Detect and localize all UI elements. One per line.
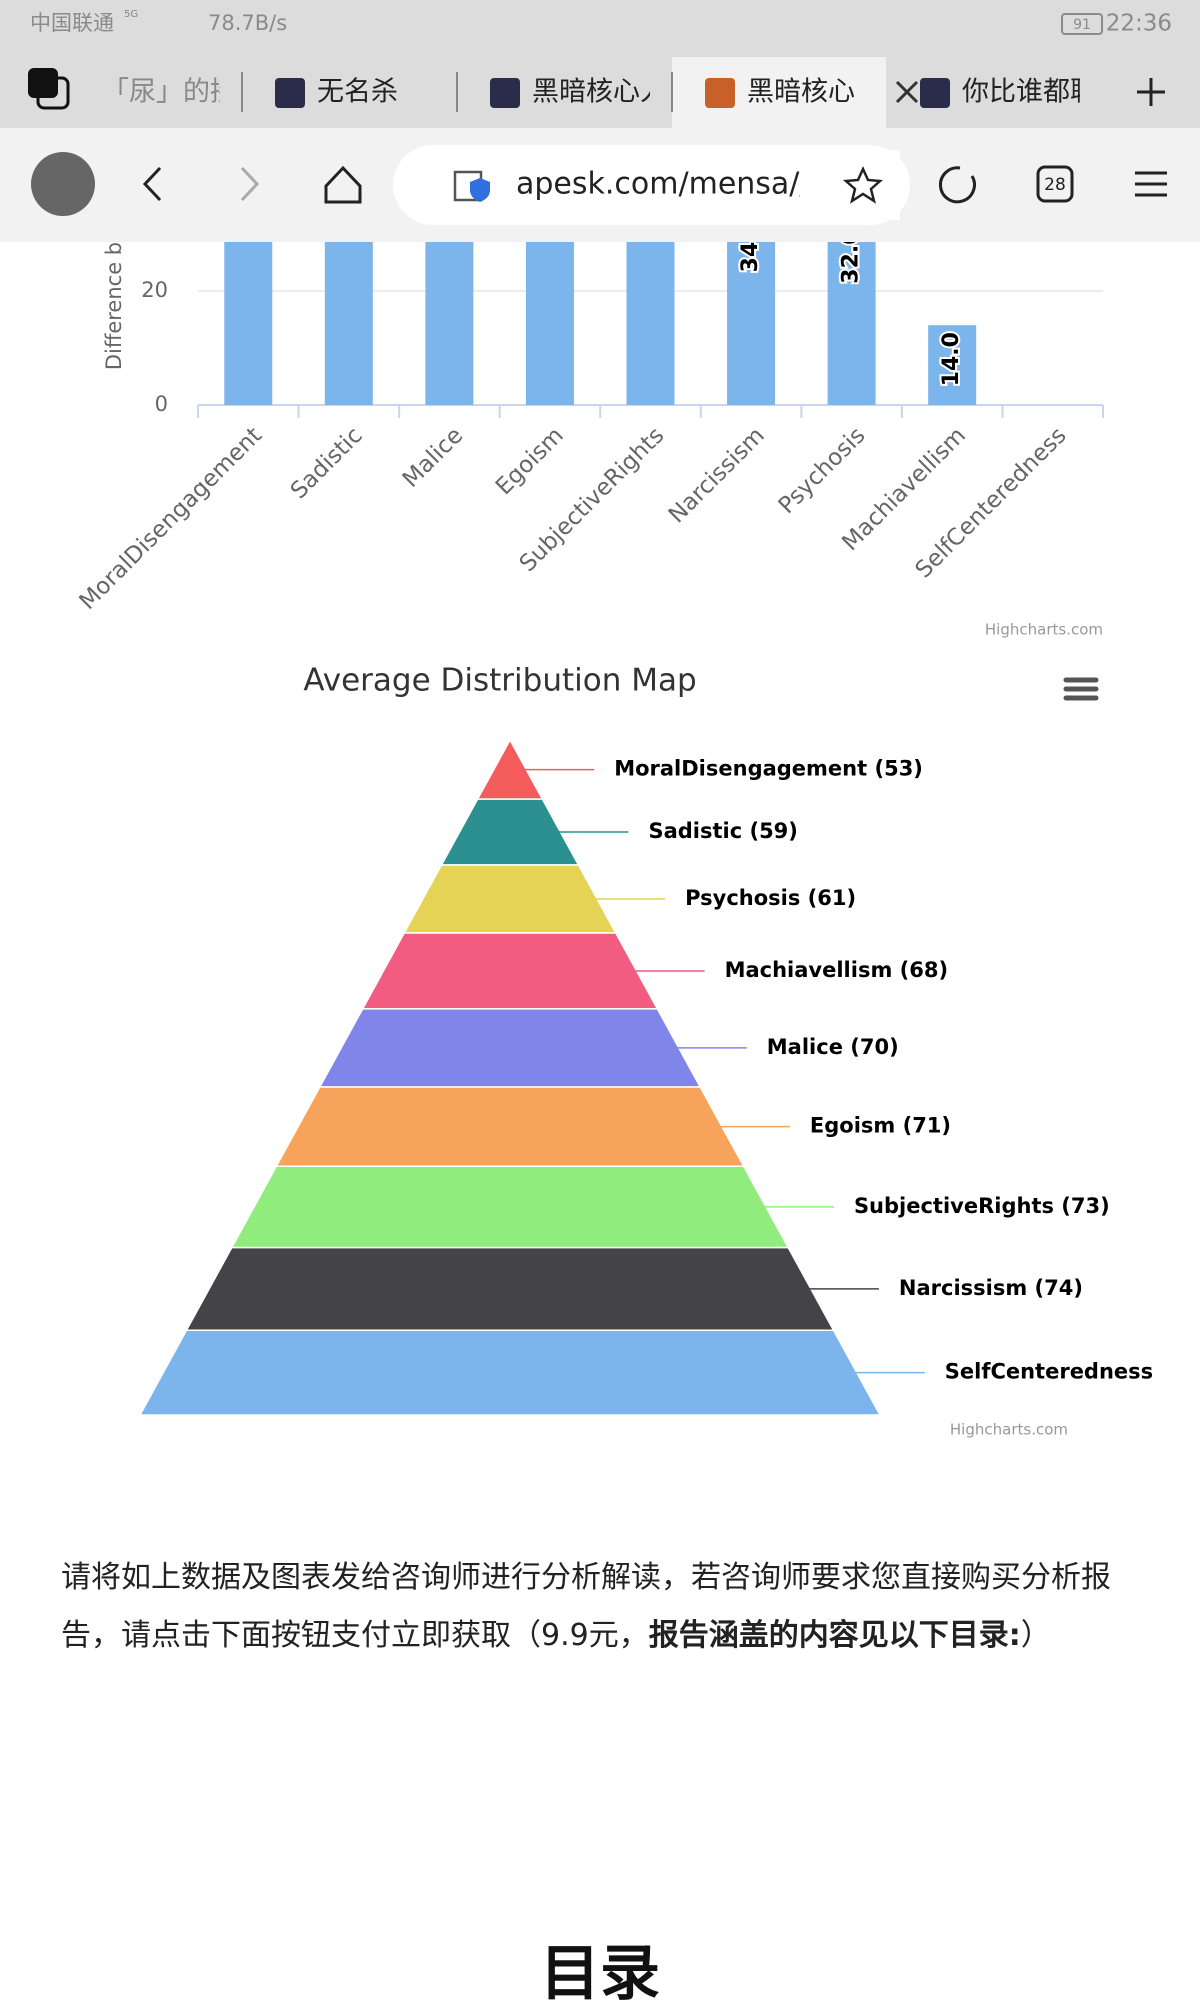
- pyramid-slice: [138, 1329, 882, 1416]
- data-label: Psychosis (61): [685, 886, 856, 910]
- battery: 91: [1073, 17, 1091, 33]
- tab[interactable]: 黑暗核心: [705, 77, 919, 109]
- credits: Highcharts.com: [985, 621, 1103, 639]
- x-tick-label: Sadistic: [286, 422, 368, 504]
- tab-count[interactable]: 28: [1044, 175, 1066, 195]
- menu-button[interactable]: [1135, 171, 1167, 197]
- tab[interactable]: 无名杀: [275, 72, 458, 112]
- pyramid-slice: [318, 1008, 702, 1088]
- tab-favicon: [275, 78, 305, 108]
- pyramid-slice: [361, 932, 659, 1010]
- bookmark[interactable]: [842, 165, 884, 204]
- reload[interactable]: [939, 166, 976, 204]
- chart-menu[interactable]: [1063, 677, 1099, 701]
- tab-favicon: [490, 78, 520, 108]
- data-label: SelfCenteredness: [945, 1360, 1153, 1384]
- data-label: MoralDisengagement (53): [614, 757, 923, 781]
- data-label: SubjectiveRights (73): [854, 1194, 1110, 1218]
- address-bar[interactable]: [393, 145, 910, 225]
- paragraph-end: ）: [1020, 1618, 1051, 1653]
- url[interactable]: apesk.com/mensa//: [516, 167, 810, 202]
- new-tab[interactable]: [1137, 78, 1165, 106]
- bar: [727, 211, 776, 405]
- tab-title[interactable]: 你比谁都聪: [962, 77, 1097, 108]
- x-tick-label: Psychosis: [774, 422, 871, 519]
- x-tick-label: Malice: [398, 422, 468, 492]
- net-speed: 78.7B/s: [208, 11, 287, 35]
- x-tick-label: Narcissism: [664, 422, 770, 528]
- pyramid-slice: [185, 1246, 835, 1331]
- back-button[interactable]: [142, 166, 162, 202]
- tab-switch-icon[interactable]: [36, 76, 70, 110]
- bar: [928, 325, 977, 405]
- paragraph: 请将如上数据及图表发给咨询师进行分析解读，若咨询师要求您直接购买分析报告，请点击…: [61, 1549, 1141, 1665]
- network: 5G: [124, 9, 138, 20]
- forward-button[interactable]: [240, 166, 260, 202]
- tab-title[interactable]: 无名杀: [317, 77, 398, 108]
- tab-title[interactable]: 「尿」的接: [102, 77, 237, 108]
- data-label: Egoism (71): [810, 1114, 951, 1138]
- x-tick-label: Egoism: [491, 422, 569, 500]
- pyramid-slice: [402, 864, 618, 934]
- paragraph-text: 请将如上数据及图表发给咨询师进行分析解读，若咨询师要求您直接购买分析报告，请点击…: [61, 1560, 1111, 1653]
- home-button[interactable]: [324, 165, 362, 204]
- carrier: 中国联通: [30, 11, 114, 35]
- value-label: 14.0: [939, 332, 964, 386]
- tab-title[interactable]: 黑暗核心人: [532, 77, 667, 108]
- clock: 22:36: [1106, 11, 1172, 37]
- tab-count-box[interactable]: [1036, 165, 1074, 203]
- browser-chrome: 中国联通 5G 78.7B/s 91 22:36 「尿」的接 无名杀 黑暗核心人 黑暗…: [0, 0, 1200, 242]
- data-label: Sadistic (59): [648, 819, 797, 843]
- bar: [827, 222, 876, 405]
- data-label: Machiavellism (68): [725, 958, 948, 982]
- tab-title[interactable]: 黑暗核心: [747, 77, 855, 108]
- credits: Highcharts.com: [950, 1421, 1068, 1439]
- y-axis-title: Difference b: [102, 242, 126, 370]
- data-label: Malice (70): [767, 1035, 899, 1059]
- pyramid-chart: Average Distribution Map MoralDisengagem…: [138, 663, 1153, 1439]
- tab-switch-icon[interactable]: [28, 68, 58, 98]
- battery-icon: [1061, 13, 1103, 35]
- tab[interactable]: 你比谁都聪: [920, 77, 1097, 109]
- tab-strip-bg: [0, 0, 1200, 128]
- tab[interactable]: 黑暗核心人: [490, 72, 673, 112]
- y-tick-label: 20: [141, 278, 168, 302]
- tab[interactable]: 「尿」的接: [102, 72, 243, 112]
- x-tick-label: MoralDisengagement: [75, 422, 268, 615]
- pyramid-slice: [275, 1086, 745, 1167]
- shield: [470, 178, 490, 202]
- paragraph-bold: 报告涵盖的内容见以下目录:: [648, 1618, 1021, 1653]
- chart-title: Average Distribution Map: [303, 663, 696, 699]
- data-label: Narcissism (74): [899, 1276, 1083, 1300]
- heading: 目录: [540, 1939, 660, 2000]
- profile-button[interactable]: [31, 152, 95, 216]
- tab-favicon: [705, 78, 735, 108]
- tab-close[interactable]: [895, 80, 919, 104]
- y-tick-label: 0: [155, 392, 168, 416]
- pyramid-slice: [230, 1165, 790, 1249]
- tab-favicon: [920, 78, 950, 108]
